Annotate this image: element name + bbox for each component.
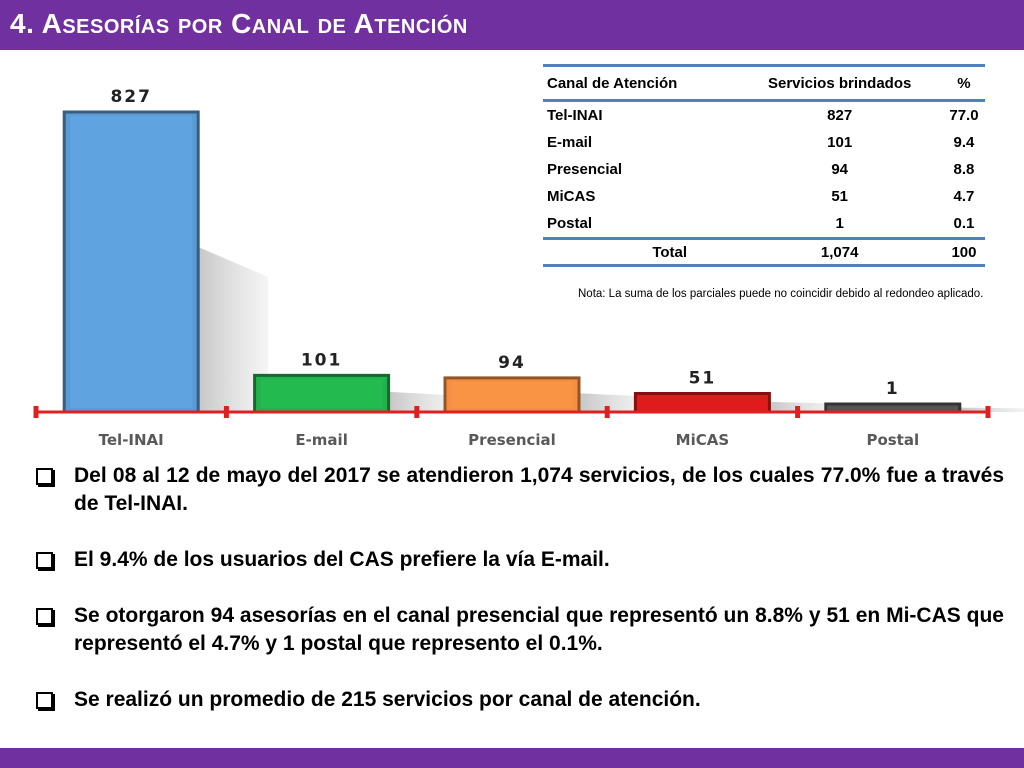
table-cell: 77.0 — [949, 107, 979, 124]
bar-shadow — [198, 247, 269, 412]
bullet-text: El 9.4% de los usuarios del CAS prefiere… — [74, 548, 610, 571]
table-header-row: Canal de Atención Servicios brindados % — [543, 64, 985, 102]
category-label: Tel-INAI — [99, 431, 164, 449]
bullet-item: Se otorgaron 94 asesorías en el canal pr… — [36, 602, 1004, 658]
data-label: 827 — [110, 87, 152, 107]
table-cell: 94 — [831, 161, 849, 178]
bullet-item: El 9.4% de los usuarios del CAS prefiere… — [36, 546, 1004, 574]
page-title: 4. Asesorías por Canal de Atención — [10, 8, 468, 39]
title-bar — [0, 0, 1024, 50]
table-cell: 4.7 — [953, 188, 975, 205]
bullet-text: Se otorgaron 94 asesorías en el canal pr… — [74, 604, 1004, 655]
table-cell: 51 — [831, 188, 849, 205]
bullet-text: Del 08 al 12 de mayo del 2017 se atendie… — [74, 464, 1004, 515]
category-label: Postal — [866, 431, 919, 449]
table-cell: 0.1 — [953, 215, 975, 232]
table-total-row: Total 1,074 100 — [543, 237, 985, 267]
table-row: MiCAS 51 4.7 — [543, 183, 985, 210]
bottom-bar — [0, 748, 1024, 768]
bullet-item: Del 08 al 12 de mayo del 2017 se atendie… — [36, 462, 1004, 518]
checkbox-bullet-icon — [36, 552, 53, 569]
table-cell: 8.8 — [953, 161, 975, 178]
bar-highlight — [451, 381, 573, 408]
table-cell: 9.4 — [953, 134, 975, 151]
table-cell: 101 — [827, 134, 853, 151]
bar-shadow — [769, 401, 840, 412]
table-cell: 100 — [942, 237, 985, 267]
bar-presencial — [443, 376, 581, 414]
category-label: MiCAS — [676, 431, 730, 449]
data-label: 101 — [301, 350, 343, 370]
table-cell: 827 — [827, 107, 853, 124]
data-label: 1 — [886, 379, 900, 399]
checkbox-bullet-icon — [36, 468, 53, 485]
bullet-item: Se realizó un promedio de 215 servicios … — [36, 686, 1004, 714]
data-label: 51 — [689, 368, 717, 388]
table-cell: Postal — [547, 215, 593, 232]
bar-micas — [633, 391, 771, 414]
checkbox-bullet-icon — [36, 608, 53, 625]
data-table: Canal de Atención Servicios brindados % … — [543, 64, 985, 267]
table-cell: 1 — [835, 215, 844, 232]
table-header: Servicios brindados — [736, 64, 943, 102]
table-cell: 1,074 — [736, 237, 943, 267]
table-cell: E-mail — [547, 134, 593, 151]
table-cell: Tel-INAI — [547, 107, 603, 124]
bar-highlight — [70, 116, 193, 408]
table-row: Tel-INAI 827 77.0 — [543, 101, 985, 130]
bullet-text: Se realizó un promedio de 215 servicios … — [74, 688, 701, 711]
category-label: Presencial — [468, 431, 556, 449]
bar-chart: 827 Tel-INAI 101 E-mail 94 Presencial 51 MiCAS 1… — [33, 87, 1024, 449]
data-label: 94 — [498, 353, 526, 373]
table-row: E-mail 101 9.4 — [543, 129, 985, 156]
table-note: Nota: La suma de los parciales puede no … — [578, 288, 984, 300]
bullet-list: Del 08 al 12 de mayo del 2017 se atendie… — [36, 462, 1004, 742]
table-row: Postal 1 0.1 — [543, 210, 985, 239]
table-header: % — [942, 64, 985, 102]
table-cell: Presencial — [547, 161, 623, 178]
bar-tel-inai — [62, 110, 200, 414]
table-cell: MiCAS — [547, 188, 596, 205]
table-header: Canal de Atención — [543, 64, 737, 102]
bar-e-mail — [253, 373, 391, 414]
table-row: Presencial 94 8.8 — [543, 156, 985, 183]
bar-shadow — [579, 393, 649, 412]
bar-highlight — [260, 379, 383, 408]
checkbox-bullet-icon — [36, 692, 53, 709]
category-label: E-mail — [295, 431, 348, 449]
table-cell: Total — [543, 237, 737, 267]
bar-shadow — [388, 391, 459, 412]
